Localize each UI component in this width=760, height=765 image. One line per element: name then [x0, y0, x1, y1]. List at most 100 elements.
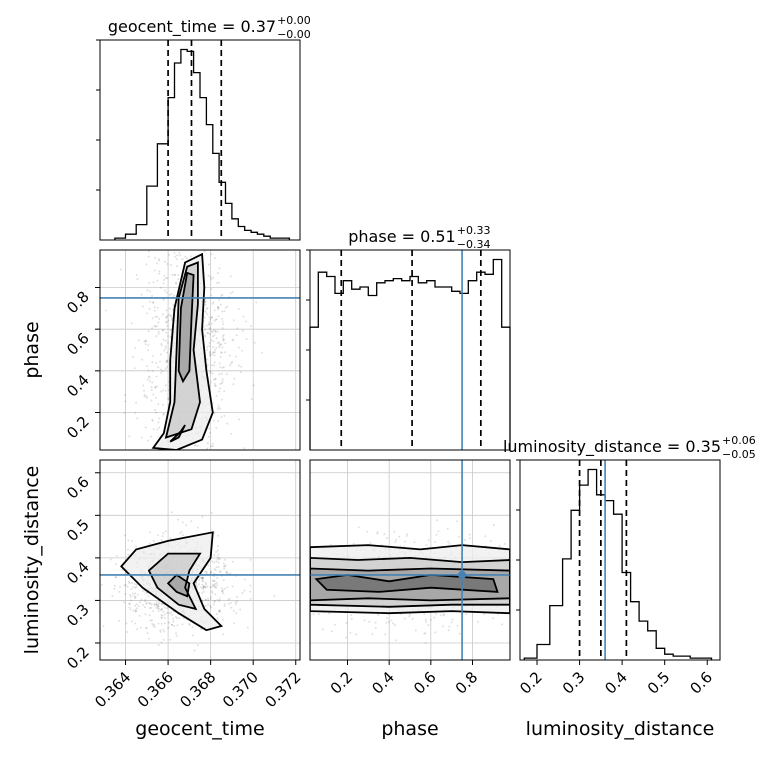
sample-point: [225, 454, 227, 456]
sample-point: [532, 586, 534, 588]
sample-point: [130, 540, 133, 542]
sample-point: [126, 631, 129, 633]
sample-point: [178, 617, 181, 620]
sample-point: [210, 253, 213, 256]
panel-frame-phase-luminosity_distance: [309, 459, 511, 661]
sample-point: [211, 372, 214, 375]
sample-point: [166, 263, 169, 265]
sample-point: [328, 612, 331, 615]
x-axis-label-luminosity_distance: luminosity_distance: [526, 718, 715, 740]
sample-point: [456, 624, 459, 627]
sample-point: [169, 457, 171, 459]
sample-point: [210, 445, 213, 448]
sample-point: [306, 580, 308, 582]
sample-point: [211, 316, 213, 319]
sample-point: [157, 534, 160, 537]
sample-point: [160, 343, 163, 345]
sample-point: [516, 557, 518, 559]
sample-point: [215, 613, 218, 616]
sample-point: [128, 602, 131, 605]
sample-point: [240, 371, 242, 374]
sample-point: [234, 603, 237, 605]
sample-point: [223, 565, 226, 567]
x-axis-label-geocent_time: geocent_time: [135, 718, 264, 740]
sample-point: [217, 306, 220, 309]
sample-point: [224, 342, 227, 345]
sample-point: [202, 585, 205, 588]
sample-point: [220, 352, 223, 354]
sample-point: [159, 630, 162, 633]
sample-point: [208, 341, 211, 344]
sample-point: [141, 358, 144, 361]
sample-point: [160, 353, 162, 356]
sample-point: [171, 274, 174, 276]
sample-point: [212, 346, 215, 349]
sample-point: [208, 427, 211, 430]
sample-point: [249, 325, 252, 328]
sample-point: [127, 580, 130, 583]
sample-point: [202, 576, 204, 579]
y-tick-label: 0.5: [63, 515, 93, 545]
sample-point: [166, 315, 169, 318]
sample-point: [119, 585, 121, 588]
sample-point: [321, 628, 324, 631]
sample-point: [229, 364, 232, 367]
sample-point: [169, 638, 172, 641]
sample-point: [138, 614, 141, 617]
sample-point: [202, 244, 204, 246]
sample-point: [162, 298, 165, 301]
sample-point: [214, 257, 216, 259]
sample-point: [275, 621, 277, 623]
sample-point: [213, 601, 216, 604]
sample-point: [129, 608, 132, 611]
sample-point: [395, 639, 398, 642]
sample-point: [238, 418, 240, 421]
sample-point: [188, 184, 190, 186]
sample-point: [177, 278, 180, 281]
sample-point: [201, 592, 204, 594]
sample-point: [216, 549, 219, 552]
sample-point: [160, 233, 162, 235]
sample-point: [136, 278, 139, 281]
y-tick-label: 0.3: [63, 601, 93, 631]
sample-point: [183, 454, 185, 456]
sample-point: [204, 335, 207, 338]
sample-point: [180, 241, 182, 243]
sample-point: [468, 533, 471, 536]
sample-point: [152, 539, 155, 542]
sample-point: [204, 303, 207, 306]
sample-point: [216, 598, 219, 601]
sample-point: [134, 610, 137, 613]
sample-point: [352, 542, 355, 545]
sample-point: [385, 621, 388, 624]
sample-point: [171, 319, 173, 322]
contour-fill: [316, 574, 498, 592]
sample-point: [223, 351, 226, 354]
sample-point: [208, 333, 211, 336]
sample-point: [204, 586, 207, 589]
sample-point: [222, 633, 224, 636]
sample-point: [213, 348, 216, 351]
x-tick-label: 0.3: [559, 668, 589, 698]
sample-point: [252, 384, 255, 387]
sample-point: [307, 568, 309, 570]
sample-point: [212, 419, 215, 422]
sample-point: [435, 533, 438, 536]
sample-point: [159, 217, 161, 219]
sample-point: [158, 426, 161, 429]
sample-point: [329, 544, 332, 546]
sample-point: [148, 614, 151, 617]
sample-point: [257, 604, 259, 606]
sample-point: [159, 477, 161, 479]
sample-point: [151, 361, 154, 364]
sample-point: [204, 334, 207, 337]
sample-point: [273, 595, 276, 597]
sample-point: [124, 584, 127, 587]
sample-point: [157, 607, 160, 610]
sample-point: [148, 542, 151, 545]
sample-point: [206, 364, 209, 366]
sample-point: [434, 613, 437, 615]
sample-point: [161, 313, 164, 316]
sample-point: [217, 566, 220, 568]
sample-point: [215, 426, 218, 429]
